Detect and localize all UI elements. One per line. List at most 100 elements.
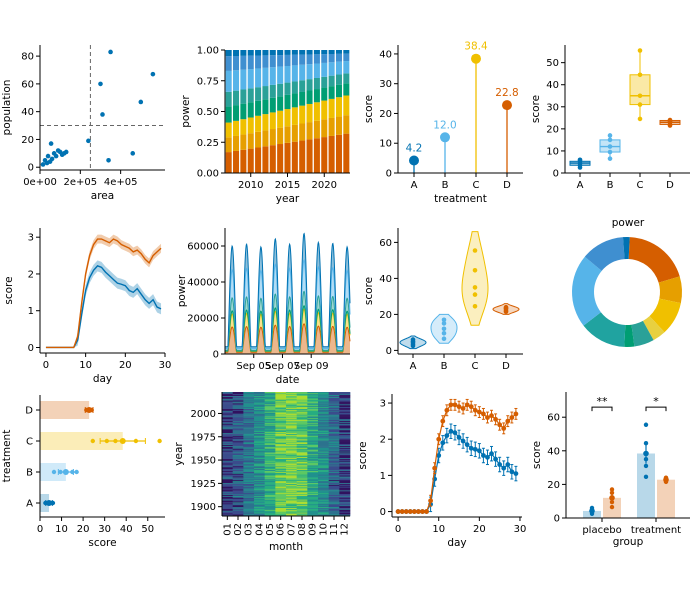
lollipop-head <box>471 53 481 64</box>
area-segment <box>313 120 320 139</box>
heatmap-cell <box>232 439 244 441</box>
heatmap-cell <box>232 494 244 496</box>
heatmap-cell <box>328 419 340 421</box>
heatmap-cell <box>275 489 287 491</box>
heatmap-cell <box>296 424 308 426</box>
heatmap-cell <box>328 470 340 472</box>
heatmap-cell <box>243 392 255 395</box>
donut-slice <box>631 320 654 347</box>
heatmap-cell <box>307 405 319 408</box>
heatmap-cell <box>275 419 287 421</box>
heatmap-cell <box>339 459 351 461</box>
heatmap-cell <box>254 505 265 508</box>
heatmap-cell <box>264 426 276 428</box>
x-tick-label: A <box>410 361 417 372</box>
heatmap-cell <box>243 461 255 463</box>
heatmap-cell <box>222 484 233 486</box>
heatmap-cell <box>286 491 297 494</box>
heatmap-cell <box>328 440 340 442</box>
heatmap-cell <box>232 441 244 444</box>
heatmap-cell <box>328 512 340 514</box>
heatmap-cell <box>296 392 308 394</box>
heatmap-cell <box>264 491 276 493</box>
heatmap-cell <box>254 466 265 468</box>
heatmap-cell <box>339 487 351 489</box>
heatmap-cell <box>222 416 233 419</box>
heatmap-cell <box>254 446 265 448</box>
heatmap-cell <box>254 436 265 438</box>
heatmap-cell <box>275 400 287 402</box>
heatmap-cell <box>339 448 351 450</box>
heatmap-cell <box>275 471 287 473</box>
heatmap-cell <box>264 403 276 405</box>
heatmap-cell <box>328 486 340 488</box>
heatmap-cell <box>232 454 244 457</box>
heatmap-cell <box>296 494 308 496</box>
heatmap-cell <box>307 460 319 462</box>
area-segment <box>262 114 269 131</box>
heatmap-cell <box>296 463 308 465</box>
heatmap-cell <box>296 486 308 488</box>
x-tick-label: D <box>502 361 510 372</box>
area-segment <box>284 109 291 127</box>
heatmap-cell <box>254 485 265 487</box>
scatter-point <box>138 99 144 105</box>
heatmap-cell <box>264 396 276 398</box>
heatmap-cell <box>264 502 276 504</box>
heatmap-cell <box>232 424 244 426</box>
heatmap-cell <box>318 437 329 439</box>
heatmap-cell <box>286 487 297 489</box>
heatmap-cell <box>264 393 276 396</box>
heatmap-cell <box>318 477 329 479</box>
heatmap-cell <box>286 464 297 466</box>
heatmap-cell <box>328 421 340 423</box>
heatmap-cell <box>232 438 244 440</box>
scatter-point <box>86 138 91 144</box>
heatmap-cell <box>275 423 287 425</box>
heatmap-cell <box>296 493 308 496</box>
heatmap-cell <box>232 431 244 434</box>
heatmap-cell <box>254 465 265 467</box>
heatmap-cell <box>264 414 276 416</box>
violin-point <box>441 321 447 326</box>
y-tick-label: 30 <box>379 79 392 90</box>
heatmap-cell <box>264 441 276 443</box>
heatmap-cell <box>264 466 276 469</box>
bar-point <box>643 457 649 462</box>
heatmap-cell <box>222 441 233 443</box>
heatmap-cell <box>243 440 255 442</box>
heatmap-cell <box>232 414 244 416</box>
area-segment <box>313 63 320 78</box>
heatmap-cell <box>254 454 265 456</box>
heatmap-cell <box>264 424 276 426</box>
heatmap-cell <box>328 417 340 420</box>
series-point <box>456 435 462 440</box>
heatmap-cell <box>296 503 308 505</box>
heatmap-cell <box>254 443 265 446</box>
heatmap-cell <box>318 395 329 397</box>
heatmap-cell <box>264 495 276 497</box>
heatmap-cell <box>318 492 329 495</box>
heatmap-cell <box>232 393 244 396</box>
y-tick-label: 0 <box>386 169 392 180</box>
heatmap-cell <box>232 448 244 450</box>
heatmap-cell <box>275 507 287 509</box>
heatmap-cell <box>328 396 340 398</box>
heatmap-cell <box>275 502 287 504</box>
heatmap-cell <box>296 468 308 471</box>
heatmap-cell <box>264 408 276 410</box>
heatmap-cell <box>275 402 287 404</box>
heatmap-cell <box>328 410 340 412</box>
heatmap-cell <box>296 480 308 483</box>
heatmap-cell <box>286 496 297 498</box>
heatmap-cell <box>318 453 329 455</box>
heatmap-cell <box>275 505 287 508</box>
heatmap-cell <box>275 501 287 503</box>
heatmap-cell <box>339 417 351 420</box>
heatmap-cell <box>222 502 233 504</box>
area-segment <box>328 53 335 63</box>
heatmap-cell <box>254 430 265 433</box>
x-tick-label: Sep 07 <box>265 361 300 372</box>
heatmap-cell <box>254 426 265 428</box>
x-tick-label: 09 <box>308 523 319 536</box>
